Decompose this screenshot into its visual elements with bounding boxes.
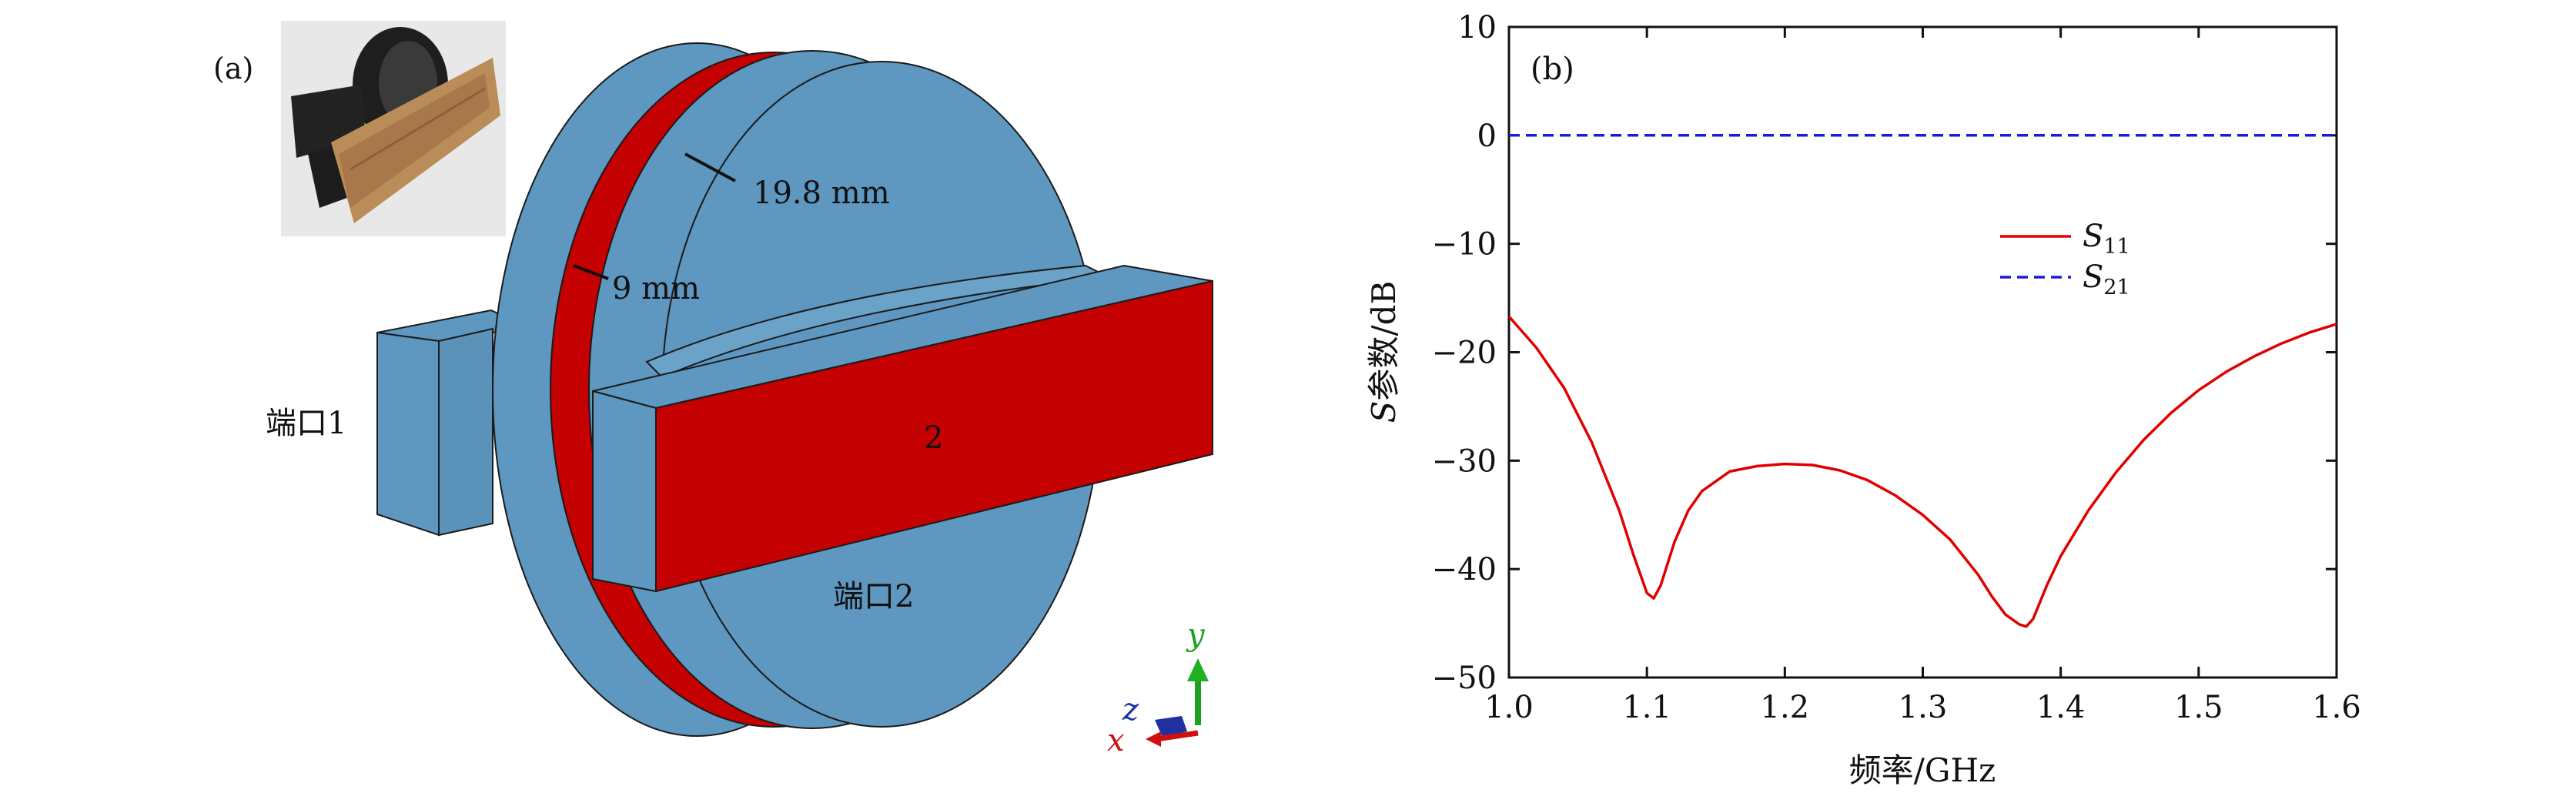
y-axis-title-italic: S [1365,401,1403,423]
legend-s11-label: S11 [2083,219,2130,259]
plot-frame [1507,25,2338,679]
dim-outer-label: 19.8 mm [753,176,890,211]
y-tick-label: −50 [1432,661,1497,696]
dim-inner-label: 9 mm [612,271,700,306]
legend-s21-label: S21 [2083,259,2130,299]
dim-line-inner [573,264,609,280]
axis-x-label: x [1107,723,1125,758]
inset-photo [281,21,506,236]
y-tick-label: −40 [1432,552,1497,587]
y-axis-title-rest: 参数/dB [1365,281,1403,401]
panel-b-label: (b) [1531,52,1574,87]
x-tick-label: 1.4 [2036,690,2086,725]
x-tick-label: 1.2 [1761,690,1810,725]
series-layer [1507,134,2337,628]
x-tick-label: 1.1 [1622,690,1671,725]
port2-face-number: 2 [924,420,943,456]
y-tick-label: −30 [1432,443,1497,479]
series-line-s11 [1507,315,2337,628]
x-tick-label: 1.0 [1484,690,1534,725]
panel-b-chart: (b) 100−10−20−30−40−50 1.0 1.1 1.2 1.3 1.4 1.… [1365,10,2361,789]
y-tick-label: 0 [1477,119,1497,154]
panel-a: (a) [213,21,1213,758]
dim-line-outer [684,152,736,182]
port1-waveguide [376,309,530,537]
legend: S11 S21 [2000,219,2130,299]
x-axis-title: 频率/GHz [1849,751,1996,789]
x-axis-ticks: 1.0 1.1 1.2 1.3 1.4 1.5 1.6 [1484,27,2361,725]
legend-s11-sub: 11 [2103,235,2129,259]
port2-label: 端口2 [833,579,914,614]
x-tick-label: 1.5 [2174,690,2223,725]
port1-label: 端口1 [266,406,346,441]
x-tick-label: 1.3 [1899,690,1948,725]
port2-waveguide [592,264,1213,593]
legend-s21-sub: 21 [2103,276,2129,299]
x-tick-label: 1.6 [2312,690,2361,725]
y-tick-label: −10 [1432,227,1497,263]
legend-s11-main: S [2083,219,2103,254]
legend-s21-main: S [2083,259,2103,295]
axis-y-label: y [1186,617,1206,653]
y-tick-label: 10 [1457,10,1497,45]
axis-z-label: z [1122,692,1139,728]
panel-a-label: (a) [213,52,253,85]
y-axis-title: S参数/dB [1365,281,1403,423]
axis-triad: y z x [1107,617,1209,758]
y-tick-label: −20 [1432,336,1497,371]
y-axis-ticks: 10 0 −10 −20 −30 −40 −50 [1432,10,2337,696]
